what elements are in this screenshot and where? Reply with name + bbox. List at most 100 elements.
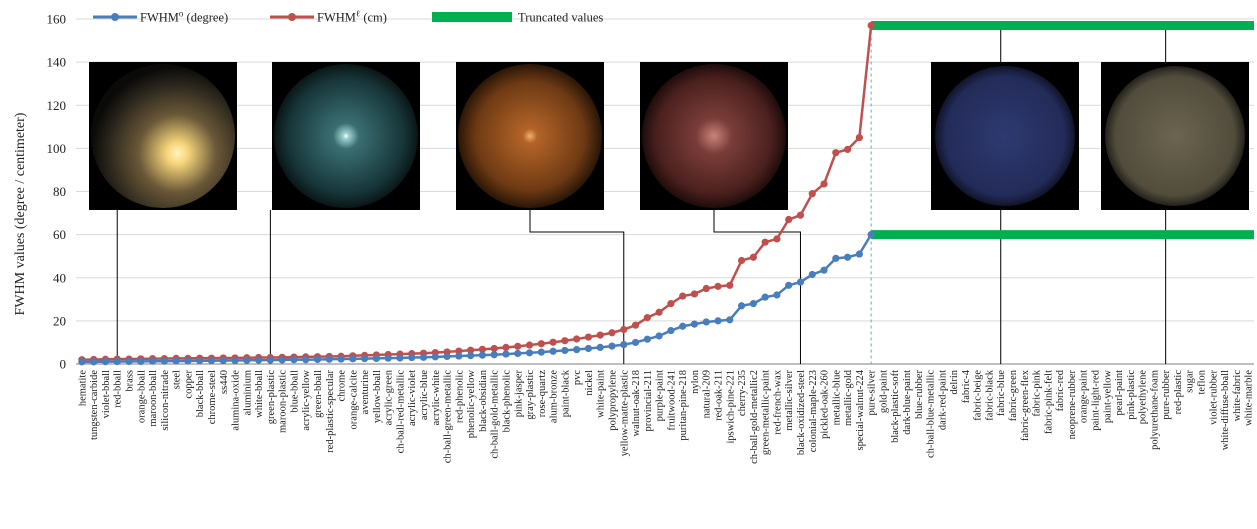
x-tick-label: white-bball bbox=[254, 370, 265, 418]
x-tick-label: red-phenolic bbox=[454, 370, 465, 423]
data-point bbox=[467, 351, 475, 360]
x-tick-label: fabric-black bbox=[984, 369, 995, 420]
x-tick-label: polyethylene bbox=[1138, 370, 1149, 425]
data-point bbox=[431, 353, 439, 361]
data-point bbox=[855, 133, 863, 142]
data-point bbox=[455, 347, 463, 355]
data-point bbox=[172, 357, 180, 365]
data-point bbox=[372, 354, 380, 362]
x-tick-label: red-oak-211 bbox=[714, 370, 725, 421]
data-point bbox=[808, 270, 816, 279]
data-point bbox=[820, 266, 828, 274]
x-tick-label: teflon bbox=[1196, 369, 1207, 394]
x-tick-label: fabric-green bbox=[1008, 369, 1019, 421]
data-point bbox=[749, 253, 757, 261]
data-point bbox=[266, 356, 274, 364]
data-point bbox=[737, 256, 746, 265]
legend-label: Truncated values bbox=[518, 11, 603, 25]
x-tick-label: violet-bball bbox=[101, 370, 112, 418]
y-tick-label: 40 bbox=[53, 270, 66, 285]
data-point bbox=[349, 355, 357, 363]
thumbnail-sphere bbox=[935, 66, 1075, 206]
x-tick-label: silicon-nitrade bbox=[160, 370, 171, 431]
x-tick-label: purple-paint bbox=[655, 370, 666, 421]
x-tick-label: alum-bronze bbox=[549, 370, 560, 423]
material-thumbnails bbox=[89, 62, 1249, 210]
x-tick-label: fabric-4 bbox=[961, 369, 972, 403]
x-tick-label: orange-calcite bbox=[348, 370, 359, 430]
data-point bbox=[679, 292, 687, 300]
data-point bbox=[443, 352, 451, 361]
data-point bbox=[608, 342, 616, 350]
x-tick-label: acrylic-violet bbox=[407, 370, 418, 426]
data-point bbox=[631, 321, 640, 329]
data-point bbox=[702, 318, 710, 326]
data-point bbox=[290, 356, 298, 364]
data-point bbox=[796, 211, 805, 219]
data-point bbox=[325, 355, 333, 363]
data-point bbox=[785, 215, 793, 224]
x-tick-label: chrome bbox=[337, 370, 348, 402]
x-tick-label: dark-blue-paint bbox=[902, 370, 913, 435]
x-tick-label: blue-bball bbox=[289, 370, 300, 413]
x-tick-label: aventurine bbox=[360, 370, 371, 415]
data-point bbox=[714, 317, 722, 325]
data-point bbox=[726, 281, 734, 289]
x-tick-label: cherry-235 bbox=[737, 370, 748, 416]
x-tick-label: white-fabric bbox=[1232, 370, 1243, 422]
data-point bbox=[243, 356, 251, 364]
thumbnail-sphere bbox=[91, 64, 235, 208]
data-point bbox=[620, 325, 628, 334]
data-point bbox=[490, 344, 498, 353]
x-tick-label: metallic-silver bbox=[784, 370, 795, 431]
x-tick-label: pickled-oak-260 bbox=[820, 370, 831, 439]
x-tick-label: steel bbox=[172, 370, 183, 389]
x-tick-label: red-plastic bbox=[1173, 370, 1184, 415]
data-point bbox=[525, 349, 534, 357]
data-point bbox=[655, 332, 663, 340]
x-tick-label: ch-ball-gold-metallic2 bbox=[749, 370, 760, 464]
x-tick-label: rose-quartz bbox=[537, 370, 548, 418]
y-tick-label: 0 bbox=[60, 357, 67, 372]
data-point bbox=[196, 357, 204, 365]
x-tick-label: colonial-maple-223 bbox=[808, 370, 819, 452]
data-point bbox=[737, 302, 746, 310]
data-point bbox=[525, 341, 534, 349]
x-tick-label: red-plastic-specular bbox=[325, 370, 336, 453]
data-point bbox=[761, 293, 769, 301]
data-point bbox=[773, 291, 781, 299]
data-point bbox=[867, 231, 875, 239]
data-point bbox=[514, 342, 522, 350]
data-point bbox=[690, 320, 699, 328]
data-point bbox=[361, 355, 369, 363]
x-tick-label: dark-red-paint bbox=[937, 370, 948, 430]
x-tick-label: ch-ball-gold-metallic bbox=[490, 370, 501, 459]
data-point bbox=[278, 356, 286, 364]
data-point bbox=[867, 21, 875, 30]
x-tick-label: acrylic-white bbox=[431, 370, 442, 426]
data-point bbox=[313, 355, 322, 364]
data-point bbox=[843, 253, 852, 261]
x-tick-label: gold-paint bbox=[878, 370, 889, 413]
series-line bbox=[81, 233, 873, 364]
x-tick-label: black-oxidized-steel bbox=[796, 370, 807, 455]
x-tick-label: paint-yellow bbox=[1102, 370, 1113, 423]
data-point bbox=[537, 340, 545, 348]
data-point bbox=[785, 281, 793, 289]
y-tick-label: 120 bbox=[47, 98, 67, 113]
legend-swatch bbox=[432, 12, 512, 22]
data-point bbox=[160, 357, 168, 365]
data-point bbox=[573, 335, 581, 343]
data-point bbox=[808, 190, 816, 198]
data-point bbox=[384, 354, 392, 362]
data-point bbox=[78, 358, 86, 366]
x-tick-label: white-marble bbox=[1244, 370, 1255, 426]
x-tick-label: violet-rubber bbox=[1208, 369, 1219, 424]
x-tick-label: green-plastic bbox=[266, 370, 277, 425]
x-tick-label: tungsten-carbide bbox=[89, 370, 100, 440]
x-tick-label: aluminium bbox=[242, 370, 253, 416]
data-point bbox=[855, 250, 863, 258]
data-point bbox=[184, 357, 192, 365]
data-point bbox=[631, 338, 640, 347]
x-tick-label: paint-black bbox=[560, 369, 571, 417]
